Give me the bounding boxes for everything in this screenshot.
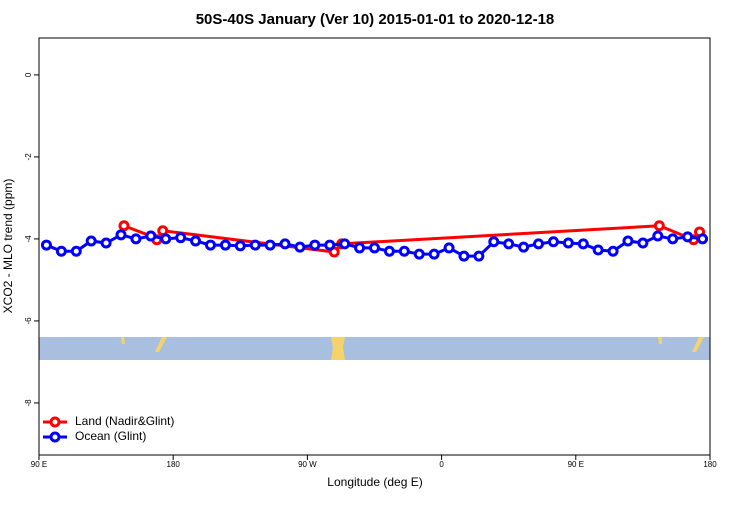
land-patch bbox=[155, 337, 167, 352]
legend-marker bbox=[49, 431, 61, 443]
data-point bbox=[175, 232, 187, 244]
y-tick-label: -4 bbox=[24, 235, 33, 243]
x-tick-label: 90 W bbox=[298, 460, 317, 469]
data-point bbox=[234, 240, 246, 252]
x-tick-label: 0 bbox=[439, 460, 444, 469]
data-point bbox=[562, 237, 574, 249]
land-patch bbox=[331, 337, 345, 360]
legend-marker bbox=[49, 416, 61, 428]
data-point bbox=[652, 230, 664, 242]
data-point bbox=[383, 245, 395, 257]
data-point bbox=[145, 230, 157, 242]
land-patch bbox=[658, 337, 662, 344]
data-point bbox=[55, 245, 67, 257]
data-point bbox=[204, 239, 216, 251]
plot-frame bbox=[38, 37, 711, 456]
land-patch bbox=[692, 337, 704, 352]
data-point bbox=[160, 233, 172, 245]
data-point bbox=[607, 245, 619, 257]
data-point bbox=[70, 245, 82, 257]
data-point bbox=[40, 239, 52, 251]
data-point bbox=[503, 238, 515, 250]
data-point bbox=[130, 233, 142, 245]
data-point bbox=[488, 236, 500, 248]
data-point bbox=[100, 237, 112, 249]
data-point bbox=[190, 235, 202, 247]
data-point bbox=[279, 238, 291, 250]
data-point bbox=[249, 239, 261, 251]
data-point bbox=[309, 239, 321, 251]
data-point bbox=[458, 250, 470, 262]
data-point bbox=[324, 239, 336, 251]
data-point bbox=[622, 235, 634, 247]
data-point bbox=[682, 231, 694, 243]
data-point bbox=[653, 220, 665, 232]
data-point bbox=[547, 236, 559, 248]
data-point bbox=[354, 242, 366, 254]
legend: Land (Nadir&Glint) Ocean (Glint) bbox=[43, 414, 174, 443]
data-point bbox=[518, 241, 530, 253]
x-tick-label: 180 bbox=[703, 460, 717, 469]
y-tick-label: 0 bbox=[24, 72, 33, 77]
legend-label: Land (Nadir&Glint) bbox=[75, 414, 174, 428]
land-mask bbox=[39, 337, 710, 360]
ocean-band bbox=[39, 337, 710, 360]
data-point bbox=[369, 242, 380, 254]
data-point bbox=[413, 248, 425, 260]
x-tick-label: 90 E bbox=[568, 460, 584, 469]
data-point bbox=[115, 229, 127, 241]
data-point bbox=[533, 238, 545, 250]
y-tick-label: -8 bbox=[24, 399, 33, 407]
x-tick-label: 90 E bbox=[31, 460, 47, 469]
data-point bbox=[294, 241, 306, 253]
data-point bbox=[473, 250, 485, 262]
data-point bbox=[592, 244, 604, 256]
data-point bbox=[697, 233, 709, 245]
data-point bbox=[264, 239, 276, 251]
y-axis-label: XCO2 - MLO trend (ppm) bbox=[1, 179, 15, 314]
y-tick-label: -6 bbox=[24, 317, 33, 325]
data-point bbox=[219, 239, 231, 251]
legend-label: Ocean (Glint) bbox=[75, 429, 146, 443]
data-point bbox=[118, 220, 130, 232]
data-point bbox=[428, 248, 440, 260]
data-point bbox=[398, 245, 410, 257]
data-point bbox=[637, 237, 649, 249]
data-point bbox=[339, 238, 351, 250]
chart-title: 50S-40S January (Ver 10) 2015-01-01 to 2… bbox=[196, 11, 555, 28]
land-patch bbox=[121, 337, 125, 344]
y-tick-label: -2 bbox=[24, 153, 33, 161]
data-point bbox=[667, 233, 679, 245]
x-axis-label: Longitude (deg E) bbox=[327, 475, 422, 489]
data-point bbox=[443, 242, 455, 254]
data-point bbox=[85, 235, 97, 247]
x-tick-label: 180 bbox=[167, 460, 181, 469]
data-point bbox=[577, 238, 589, 250]
